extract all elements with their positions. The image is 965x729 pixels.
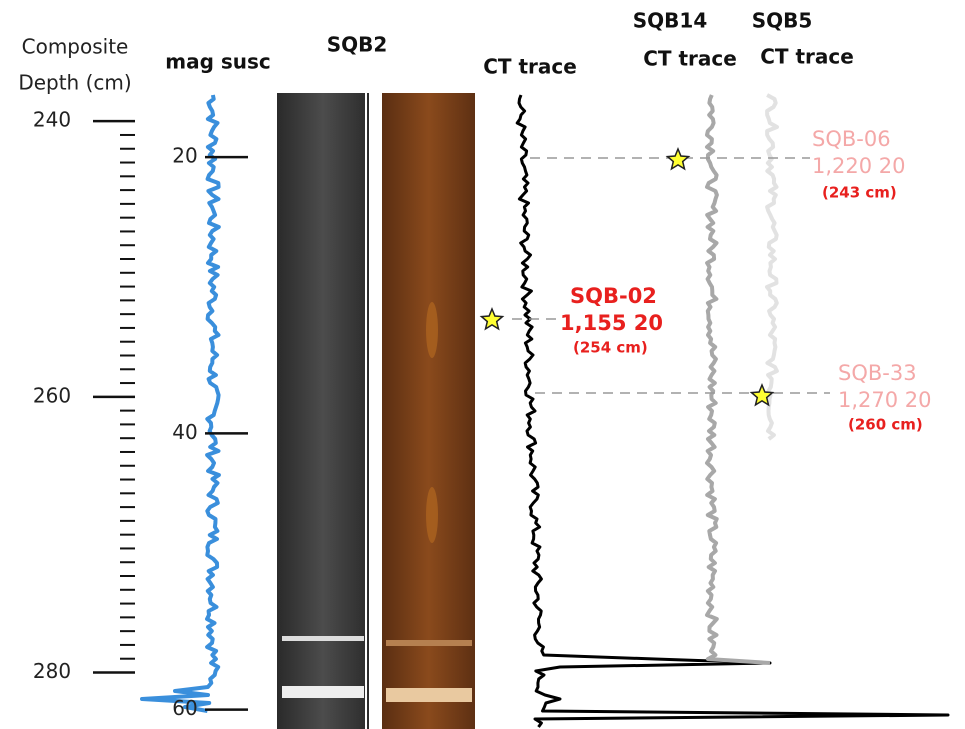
tick-label: 240 (33, 108, 71, 132)
core-photo (382, 93, 475, 729)
ct-band (282, 636, 364, 641)
header: SQB14 (633, 9, 707, 33)
figure: Composite Depth (cm) mag susc SQB2 CT tr… (0, 0, 965, 729)
tick-label: 280 (33, 659, 71, 683)
header: Composite (22, 35, 129, 59)
trace (767, 95, 777, 439)
core-tick-label: 40 (172, 420, 197, 444)
header: mag susc (165, 50, 271, 74)
age: 1,270 20 (838, 388, 932, 412)
sample: SQB-33 (838, 361, 917, 385)
sample: SQB-06 (812, 127, 891, 151)
age: 1,220 20 (812, 154, 906, 178)
header: SQB5 (752, 9, 813, 33)
photo-band (386, 688, 472, 702)
trace (142, 95, 219, 711)
header: CT trace (483, 55, 577, 79)
star (668, 149, 689, 169)
age: 1,155 20 (560, 311, 663, 335)
tick-label: 260 (33, 383, 71, 407)
header: SQB2 (327, 33, 388, 57)
depth: (260 cm) (848, 416, 923, 434)
depth: (243 cm) (822, 184, 897, 202)
photo-band (386, 640, 472, 646)
sample: SQB-02 (570, 284, 657, 308)
core-tick-label: 60 (172, 696, 197, 720)
ct-image (277, 93, 369, 729)
header: Depth (cm) (18, 71, 131, 95)
header: CT trace (643, 47, 737, 71)
core-tick-label: 20 (172, 144, 197, 168)
header: CT trace (760, 45, 854, 69)
photo-feature (426, 302, 438, 358)
depth: (254 cm) (573, 339, 648, 357)
photo-feature (426, 487, 438, 543)
star (482, 309, 503, 329)
ct-band (282, 686, 364, 698)
trace (707, 95, 770, 663)
